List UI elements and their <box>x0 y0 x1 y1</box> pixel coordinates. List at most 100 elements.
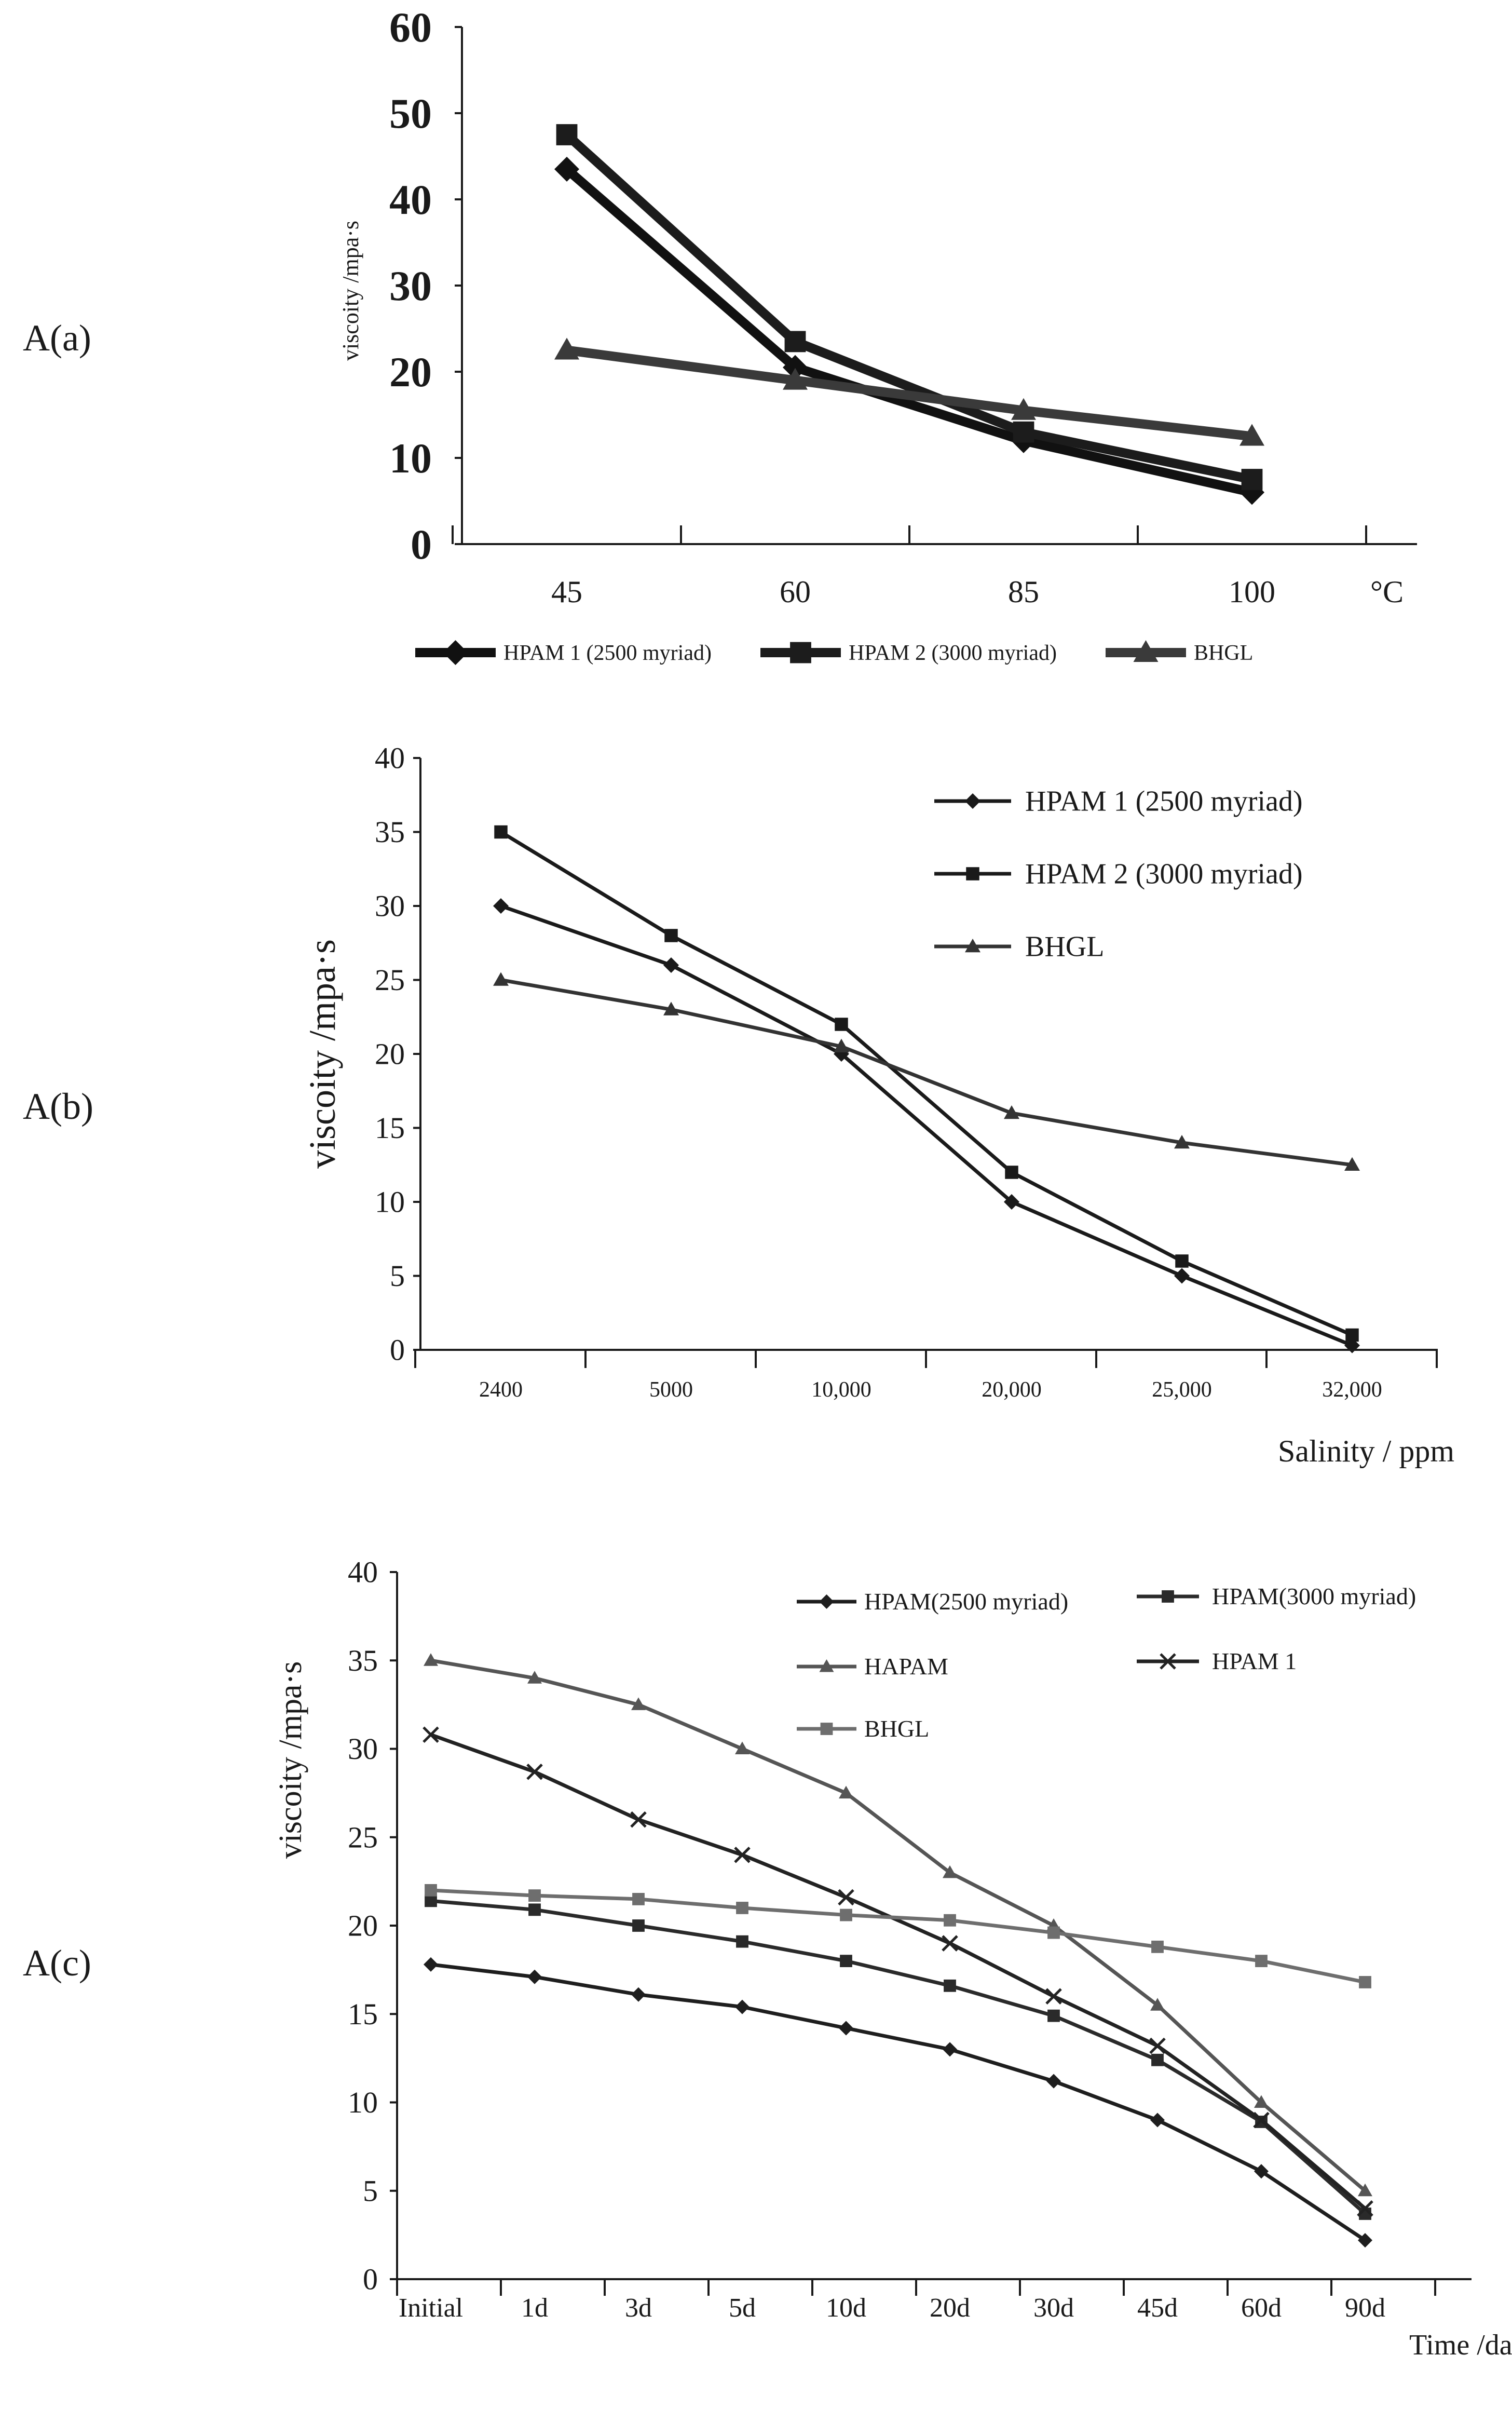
panel-b-legend-bhgl-marker <box>965 939 980 953</box>
panel-c-legend-hapam-label: HAPAM <box>864 1653 948 1680</box>
panel-c-y-tick-label: 10 <box>348 2086 378 2119</box>
panel-c-series-hpam-2500-myriad-point <box>527 1969 542 1984</box>
panel-b-legend-hpam-2-3000-myriad-label: HPAM 2 (3000 myriad) <box>1025 858 1303 890</box>
panel-c-legend-hpam-3000-myriad-marker <box>1162 1590 1174 1603</box>
panel-b-y-tick-label: 35 <box>375 815 405 849</box>
panel-c-legend-bhgl-label: BHGL <box>864 1715 929 1742</box>
panel-c-series-hpam-2500-myriad-point <box>735 1999 750 2014</box>
panel-c-series-hpam-3000-myriad <box>425 1894 1371 2220</box>
panel-c-series-hpam-1 <box>423 1726 1373 2217</box>
panel-b-x-tick-label: 10,000 <box>811 1378 871 1402</box>
panel-b-legend: HPAM 1 (2500 myriad) HPAM 2 (3000 myriad)… <box>934 785 1303 963</box>
panel-a-y-tick-label: 60 <box>389 4 432 51</box>
panel-label-c: A(c) <box>23 1942 91 1984</box>
panel-c-y-tick-label: 40 <box>348 1555 378 1589</box>
panel-a-y-tick-label: 20 <box>389 348 432 396</box>
panel-c-series-hpam-1-point <box>734 1847 751 1863</box>
panel-b-series-bhgl-line <box>499 978 1354 1167</box>
panel-c-legend-bhgl-marker <box>820 1723 833 1735</box>
panel-b-y-tick-label: 10 <box>375 1185 405 1219</box>
panel-c-series-bhgl-point <box>840 1908 852 1921</box>
panel-c-series-hpam-2500-myriad <box>424 1957 1372 2248</box>
panel-b-y-tick-label: 0 <box>390 1333 405 1367</box>
panel-c-series-bhgl-point <box>425 1884 437 1897</box>
panel-b-series-hpam-1-2500-myriad-point <box>1004 1194 1019 1210</box>
panel-b-x-axis-label: Salinity / ppm <box>1278 1434 1454 1468</box>
panel-b-legend-hpam-1-2500-myriad-label: HPAM 1 (2500 myriad) <box>1025 785 1303 817</box>
panel-a-x-tick-label: 45 <box>551 575 582 609</box>
panel-label-b: A(b) <box>23 1086 93 1127</box>
panel-c-x-tick-label: 5d <box>729 2293 756 2323</box>
panel-b-series-hpam-1-2500-myriad-point <box>1174 1268 1190 1284</box>
panel-b-series-hpam-2-3000-myriad-point <box>664 929 678 942</box>
panel-b-series-bhgl-point <box>493 972 509 986</box>
panel-a-series-bhgl <box>554 337 1264 446</box>
panel-c-series-bhgl-point <box>1047 1926 1060 1939</box>
panel-c-series-hpam-1-point <box>1149 2037 1166 2054</box>
panel-c-x-tick-label: 60d <box>1241 2293 1282 2323</box>
panel-a-series-bhgl-point <box>783 368 808 390</box>
panel-c-x-tick-label: 1d <box>521 2293 548 2323</box>
panel-a-y-tick-label: 0 <box>411 521 432 568</box>
panel-a-y-tick-label: 30 <box>389 262 432 309</box>
panel-a-legend: HPAM 1 (2500 myriad) HPAM 2 (3000 myriad)… <box>415 640 1253 665</box>
panel-b-legend-bhgl-label: BHGL <box>1025 930 1104 963</box>
panel-c-x-axis-label: Time /day <box>1409 2329 1512 2361</box>
panel-c-y-tick-label: 35 <box>348 1644 378 1677</box>
panel-c-y-tick-label: 20 <box>348 1909 378 1943</box>
panel-c-y-tick-label: 25 <box>348 1820 378 1854</box>
panel-a-series-bhgl-point <box>1239 424 1264 446</box>
panel-a-series-bhgl-point <box>1011 398 1036 420</box>
panel-c-legend: HPAM(2500 myriad) HPAM(3000 myriad) HAPAM H… <box>797 1583 1416 1742</box>
panel-c-series-hpam-1-point <box>526 1763 543 1780</box>
panel-c-series-bhgl-point <box>736 1902 748 1914</box>
panel-b-y-axis-label: viscoity /mpa·s <box>302 939 343 1169</box>
panel-c-y-tick-label: 0 <box>363 2263 378 2296</box>
panel-b-series-hpam-2-3000-myriad-point <box>1175 1254 1189 1268</box>
panel-c-series-hpam-2500-myriad-point <box>1150 2113 1165 2128</box>
panel-c-series-hpam-2500-myriad-point <box>839 2021 853 2036</box>
panel-c-series-hpam-3000-myriad-point <box>1047 2009 1060 2022</box>
panel-c-series-hpam-1-point <box>1357 2200 1373 2217</box>
panel-c-series-hpam-1-point <box>630 1811 647 1828</box>
panel-a-x-axis-label: °C <box>1370 575 1404 609</box>
panel-b-series-hpam-1-2500-myriad <box>493 898 1360 1353</box>
panel-b-series-hpam-1-2500-myriad-line <box>499 904 1354 1347</box>
panel-b-series-bhgl-point <box>1004 1105 1019 1119</box>
panel-b-chart: 0 5 10 15 20 25 30 35 40 2400 5000 10,000 20,000 25,0… <box>302 741 1454 1468</box>
panel-b-x-tick-label: 25,000 <box>1152 1378 1212 1402</box>
panel-c-series-hpam-3000-myriad-point <box>736 1935 748 1948</box>
panel-a-series-hpam-1-2500-myriad-point <box>554 156 579 182</box>
panel-b-series-hpam-2-3000-myriad-point <box>835 1018 848 1031</box>
panel-a-series-hpam-2-3000-myriad <box>556 124 1263 490</box>
panel-c-y-tick-label: 15 <box>348 1997 378 2031</box>
panel-c-series-bhgl-point <box>1255 1955 1268 1967</box>
panel-c-series-hapam-point <box>1254 2095 1269 2108</box>
panel-b-x-tick-label: 2400 <box>479 1378 523 1402</box>
panel-c-series-hpam-3000-myriad-point <box>944 1979 956 1992</box>
panel-c-x-tick-label: Initial <box>399 2293 463 2323</box>
panel-c-series-hapam-point <box>943 1865 957 1878</box>
panel-b-series-bhgl-point <box>1174 1135 1190 1149</box>
panel-a-series-hpam-1-2500-myriad-line <box>562 164 1257 497</box>
panel-c-x-tick-label: 45d <box>1137 2293 1178 2323</box>
panel-c-series-hpam-3000-myriad-point <box>840 1955 852 1967</box>
panel-c-legend-hpam-1-marker <box>1160 1653 1176 1670</box>
panel-a-legend-hpam-1-2500-myriad-marker <box>443 640 468 665</box>
panel-c-series-hapam-point <box>1150 1998 1165 2011</box>
panel-c-series-hpam-1-point <box>838 1889 854 1906</box>
panel-c-series-hpam-3000-myriad-line <box>429 1899 1367 2216</box>
panel-c-series-hpam-2500-myriad-point <box>1046 2074 1061 2089</box>
panel-c-legend-hpam-2500-myriad-label: HPAM(2500 myriad) <box>864 1588 1068 1615</box>
panel-c-series-hpam-1-point <box>423 1726 439 1743</box>
panel-c-series-bhgl <box>425 1884 1371 1988</box>
panel-a-x-tick-label: 85 <box>1008 575 1039 609</box>
panel-c-series-hapam-point <box>735 1741 750 1754</box>
panel-c-series-hpam-2500-myriad-line <box>429 1962 1367 2242</box>
panel-b-series-bhgl-point <box>1344 1157 1360 1171</box>
panel-a-series-hpam-2-3000-myriad-point <box>1013 421 1034 443</box>
panel-a-series-bhgl-point <box>554 337 579 360</box>
panel-a-series-hpam-2-3000-myriad-line <box>562 130 1257 484</box>
panel-c-legend-hpam-2500-myriad-marker <box>819 1594 834 1609</box>
panel-c-series-bhgl-line <box>429 1888 1367 1984</box>
